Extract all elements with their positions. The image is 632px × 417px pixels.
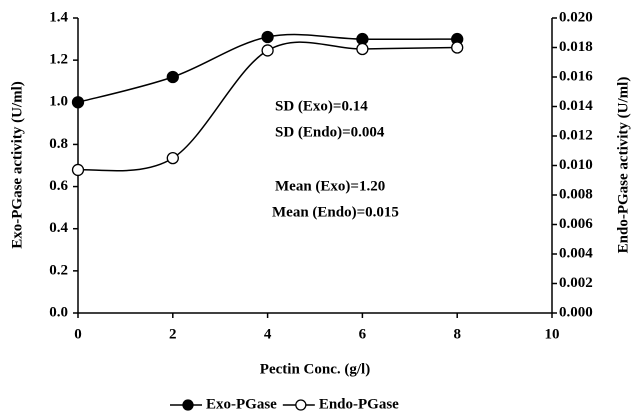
y2-tick-label: 0.012: [559, 127, 593, 143]
marker: [166, 70, 179, 84]
y2-tick-label: 0.020: [559, 9, 593, 25]
y-tick-label: 0.2: [49, 262, 68, 278]
y-tick-label: 1.2: [49, 52, 68, 68]
y-tick-label: 1.0: [49, 94, 68, 110]
y2-tick-label: 0.000: [559, 304, 593, 320]
y2-tick-label: 0.004: [559, 245, 593, 261]
legend-marker: [182, 399, 194, 411]
x-tick-label: 0: [74, 326, 82, 342]
y-tick-label: 0.6: [49, 178, 68, 194]
y2-tick-label: 0.010: [559, 157, 593, 173]
marker: [71, 96, 85, 109]
y2-tick-label: 0.014: [559, 98, 593, 114]
annotation: SD (Endo)=0.004: [275, 124, 385, 140]
y2-tick-label: 0.008: [559, 186, 593, 202]
marker: [356, 42, 369, 56]
y2-tick-label: 0.018: [559, 39, 593, 55]
y2-axis-label: Endo-PGase activity (U/ml): [615, 77, 631, 254]
y-tick-label: 0.4: [49, 220, 68, 236]
x-axis-label: Pectin Conc. (g/l): [260, 361, 370, 377]
marker: [71, 163, 85, 177]
y2-tick-label: 0.006: [559, 216, 593, 232]
marker: [261, 30, 274, 44]
legend-marker: [295, 399, 307, 411]
x-tick-label: 10: [545, 326, 560, 342]
x-tick-label: 6: [359, 326, 367, 342]
annotation: Mean (Endo)=0.015: [272, 204, 399, 220]
y2-tick-label: 0.016: [559, 68, 593, 84]
y-tick-label: 1.4: [49, 9, 68, 25]
y2-tick-label: 0.002: [559, 275, 593, 291]
marker: [451, 41, 464, 54]
legend-label: Endo-PGase: [319, 396, 399, 412]
x-tick-label: 8: [453, 326, 461, 342]
legend-label: Exo-PGase: [206, 396, 277, 412]
y-tick-label: 0.8: [49, 136, 68, 152]
annotation: SD (Exo)=0.14: [275, 98, 368, 114]
x-tick-label: 2: [169, 326, 177, 342]
series-line: [77, 41, 458, 172]
x-tick-label: 4: [264, 326, 272, 342]
y-axis-label: Exo-PGase activity (U/ml): [9, 81, 25, 248]
marker: [261, 44, 274, 57]
marker: [166, 151, 179, 165]
y-tick-label: 0.0: [49, 304, 68, 320]
annotation: Mean (Exo)=1.20: [275, 178, 385, 194]
